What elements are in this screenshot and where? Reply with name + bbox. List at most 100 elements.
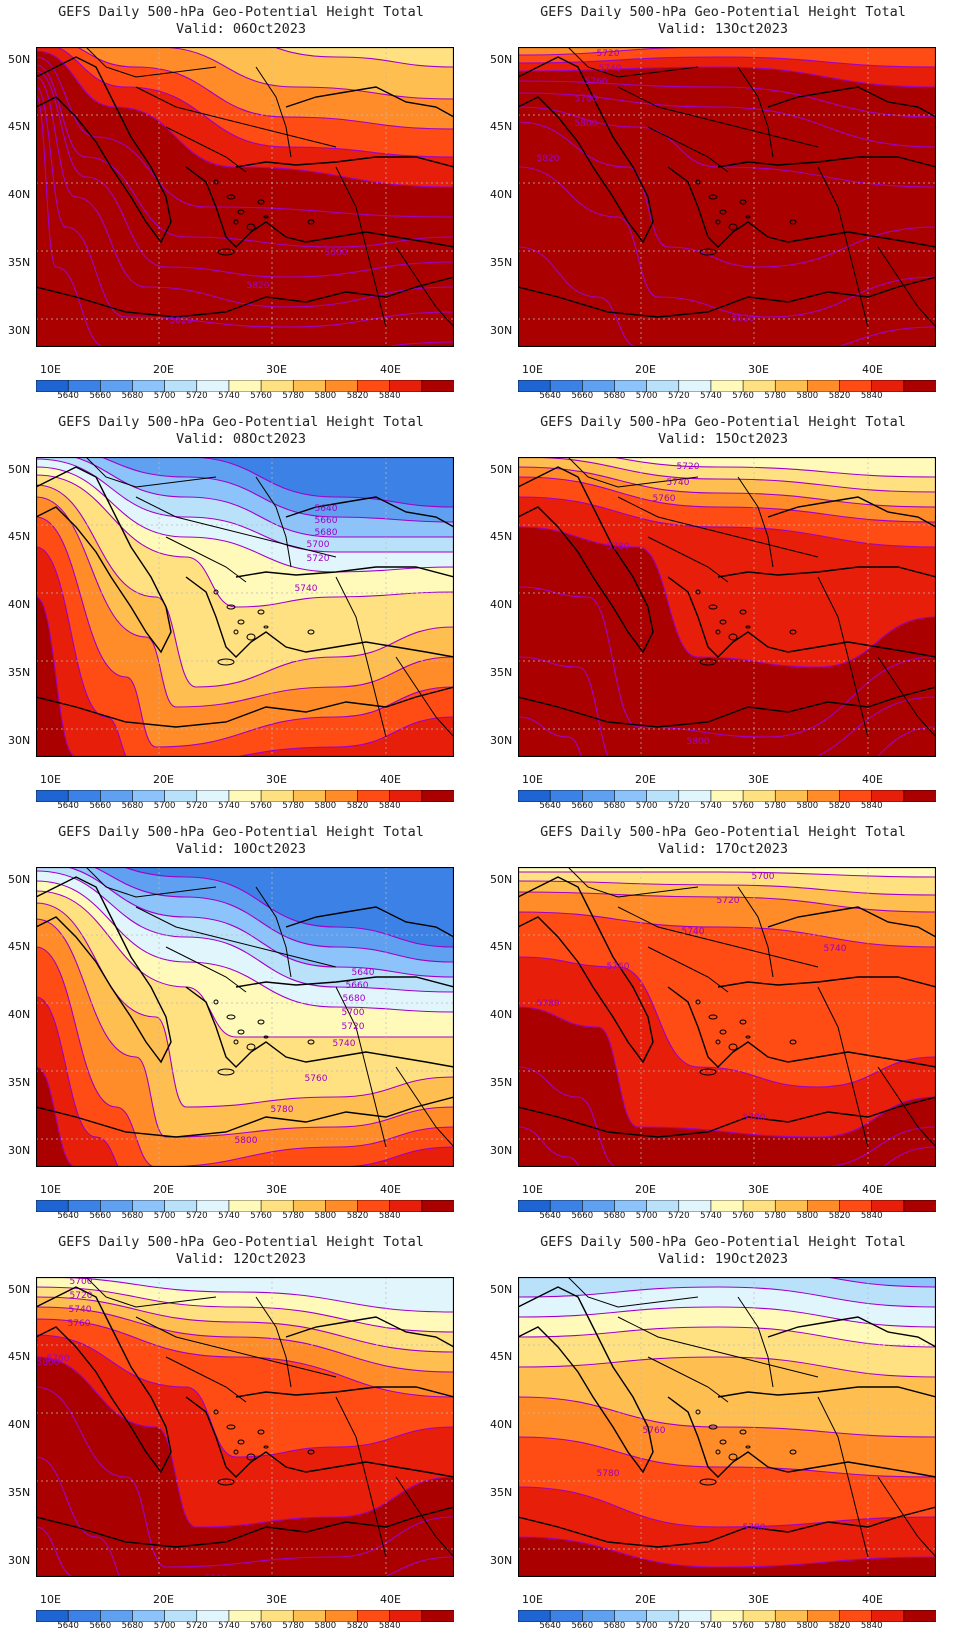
- lat-tick-label: 50N: [8, 463, 31, 476]
- contour-map: 5720 5740 5760 5780 5800 5820 5820: [518, 47, 936, 347]
- colorbar: [518, 1200, 936, 1212]
- colorbar-label: 5680: [121, 391, 144, 401]
- colorbar-label: 5660: [89, 1621, 112, 1631]
- contour-label: 5780: [597, 1469, 620, 1479]
- country-border: [165, 1356, 247, 1403]
- island: [217, 658, 235, 666]
- country-border: [737, 476, 774, 568]
- contour-line: [518, 1277, 936, 1288]
- coastline: [36, 56, 172, 244]
- country-border: [737, 1296, 774, 1388]
- island: [739, 609, 747, 615]
- contour-line: [36, 1306, 454, 1373]
- contour-label: 5780: [607, 542, 630, 552]
- colorbar-label: 5660: [89, 391, 112, 401]
- colorbar-label: 5720: [667, 1621, 690, 1631]
- colorbar-label: 5700: [635, 801, 658, 811]
- coastline: [518, 1096, 936, 1138]
- country-border: [737, 886, 774, 978]
- lat-tick-label: 35N: [8, 1486, 31, 1499]
- colorbar-label: 5660: [89, 801, 112, 811]
- country-border: [85, 457, 217, 488]
- lon-tick-label: 40E: [862, 773, 883, 786]
- contour-line: [36, 484, 454, 688]
- colorbar-swatch: [903, 790, 936, 802]
- map-panel: GEFS Daily 500-hPa Geo-Potential Height …: [0, 820, 482, 1230]
- island: [695, 1409, 701, 1415]
- colorbar-label: 5640: [539, 801, 561, 811]
- coastline: [518, 1506, 936, 1548]
- colorbar-label: 5700: [153, 391, 176, 401]
- lat-tick-label: 45N: [490, 120, 513, 133]
- contour-label: 5740: [333, 1039, 356, 1049]
- contour-line: [518, 880, 936, 896]
- coastline: [235, 156, 454, 168]
- contour-label: 5740: [599, 64, 622, 74]
- country-border: [255, 886, 292, 978]
- contour-label: 5760: [607, 962, 630, 972]
- island: [789, 629, 797, 635]
- contour-line: [518, 246, 936, 347]
- colorbar-label: 5780: [282, 801, 305, 811]
- island: [695, 589, 701, 595]
- contour-line: [36, 50, 454, 188]
- lat-tick-label: 30N: [8, 734, 31, 747]
- colorbar-label: 5780: [764, 391, 787, 401]
- contour-line: [99, 457, 454, 523]
- coastline: [285, 906, 454, 938]
- colorbar: [36, 380, 454, 392]
- island: [307, 1449, 315, 1455]
- island: [213, 999, 219, 1005]
- panel-valid-date: Valid: 10Oct2023: [175, 841, 307, 857]
- contour-line: [518, 106, 936, 188]
- island: [263, 1035, 269, 1039]
- contour-line: [518, 1356, 936, 1378]
- contour-line: [518, 526, 936, 668]
- colorbar-label: 5800: [314, 1621, 337, 1631]
- map-panel: GEFS Daily 500-hPa Geo-Potential Height …: [0, 1230, 482, 1640]
- colorbar-label: 5820: [346, 801, 369, 811]
- contour-line: [518, 1306, 936, 1328]
- contour-line: [55, 47, 454, 158]
- lat-tick-label: 40N: [490, 1418, 513, 1431]
- colorbar-label: 5720: [185, 391, 208, 401]
- panel-valid-date: Valid: 06Oct2023: [175, 21, 307, 37]
- lon-tick-label: 30E: [266, 363, 287, 376]
- colorbar-label: 5680: [603, 801, 626, 811]
- island: [307, 1039, 315, 1045]
- island: [719, 1029, 727, 1035]
- colorbar-label: 5820: [346, 1621, 369, 1631]
- colorbar-label: 5840: [860, 1621, 883, 1631]
- lat-tick-label: 40N: [490, 598, 513, 611]
- coastline: [717, 1386, 936, 1398]
- colorbar-label: 5720: [667, 1211, 690, 1221]
- lat-tick-label: 30N: [8, 1144, 31, 1157]
- contour-label: 5780: [743, 1523, 766, 1533]
- island: [699, 658, 717, 666]
- lat-tick-label: 40N: [490, 188, 513, 201]
- colorbar-label: 5760: [250, 1211, 272, 1221]
- lat-tick-label: 40N: [8, 1008, 31, 1021]
- island: [263, 215, 269, 219]
- colorbar-label: 5820: [828, 801, 851, 811]
- lat-tick-label: 30N: [490, 1554, 513, 1567]
- lat-tick-label: 50N: [490, 53, 513, 66]
- contour-line: [36, 1334, 454, 1458]
- contour-map: 5700 5720 5740 5740 5760 5780 5780: [518, 867, 936, 1167]
- contour-label: 5780: [47, 1354, 70, 1364]
- country-border: [567, 1277, 699, 1308]
- coastline: [285, 86, 454, 118]
- island: [257, 1019, 265, 1025]
- contour-line: [518, 476, 936, 523]
- island: [708, 1424, 718, 1430]
- lon-tick-label: 30E: [266, 1183, 287, 1196]
- contour-line: [518, 56, 936, 68]
- contour-line: [518, 1436, 936, 1478]
- country-border: [877, 656, 936, 738]
- colorbar-swatch: [903, 1200, 936, 1212]
- colorbar-label: 5720: [667, 391, 690, 401]
- country-border: [617, 496, 819, 558]
- island: [708, 1014, 718, 1020]
- contour-line: [518, 656, 936, 757]
